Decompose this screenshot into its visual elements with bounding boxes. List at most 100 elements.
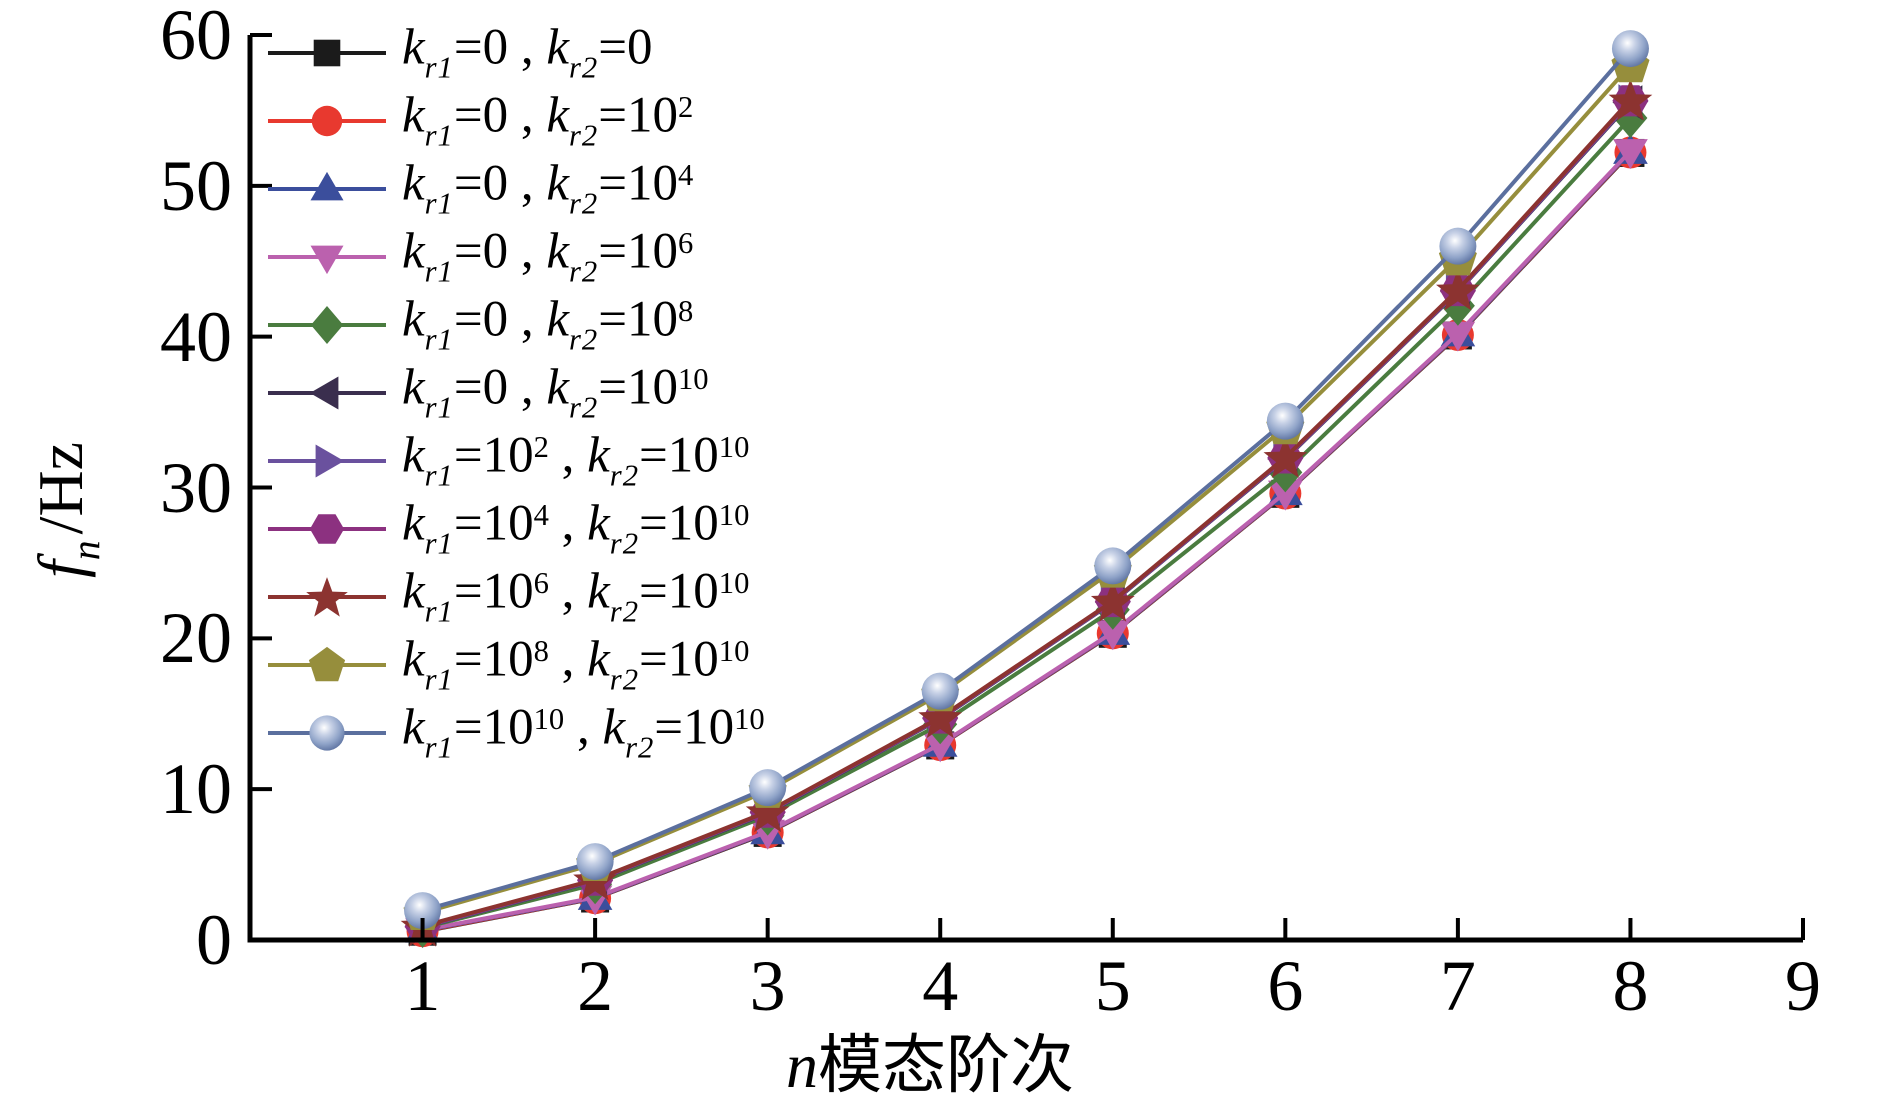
legend-label: kr1=104 , kr2=1010: [402, 481, 749, 577]
axis-layer: [247, 33, 1805, 943]
legend-marker-triangle-down: [268, 245, 386, 275]
marker-star: [745, 790, 790, 833]
legend-marker-star: [268, 577, 386, 617]
marker-sphere: [749, 769, 787, 807]
marker-star: [918, 696, 963, 739]
marker-sphere: [1094, 547, 1132, 585]
legend-label-part-var2: k: [587, 427, 610, 484]
legend-label-part-val2: 10: [626, 359, 678, 416]
legend-label: kr1=0 , kr2=104: [402, 141, 693, 237]
marker-triangle-down: [1095, 620, 1131, 651]
legend-label-part-val1: 10: [482, 495, 534, 552]
legend-label: kr1=0 , kr2=102: [402, 73, 693, 169]
legend-label-part-var1: k: [402, 359, 425, 416]
legend-item-0: kr1=0 , kr2=0: [266, 19, 765, 87]
legend-label-part-val1: 10: [482, 427, 534, 484]
marker-circle: [311, 105, 343, 137]
y-tick-label: 60: [160, 0, 232, 75]
legend-label-part-eq1: =: [453, 223, 483, 280]
legend-label-part-sub2: r2: [569, 186, 599, 221]
legend-label-part-val1: 10: [482, 631, 534, 688]
x-tick-label: 6: [1267, 946, 1304, 1026]
legend: kr1=0 , kr2=0 kr1=0 , kr2=102 kr1=0 , kr…: [266, 19, 765, 767]
legend-label-part-val2: 10: [626, 291, 678, 348]
legend-label-part-val1: 10: [482, 699, 534, 756]
x-axis-label-symbol: n: [786, 1030, 818, 1101]
legend-label-part-var2: k: [546, 87, 569, 144]
legend-label-part-sub2: r2: [625, 730, 655, 765]
legend-item-8: kr1=106 , kr2=1010: [266, 563, 765, 631]
legend-label-part-eq2: =: [639, 427, 668, 484]
legend-item-5: kr1=0 , kr2=1010: [266, 359, 765, 427]
legend-item-1: kr1=0 , kr2=102: [266, 87, 765, 155]
y-tick-label: 50: [160, 145, 232, 226]
legend-label-part-eq1: =: [453, 359, 483, 416]
series-line-9: [422, 63, 1632, 915]
legend-label-part-sub1: r1: [424, 50, 454, 85]
legend-marker-diamond: [268, 306, 386, 344]
legend-label-part-exp2: 10: [718, 565, 750, 600]
legend-label-part-comma: ,: [508, 223, 547, 280]
legend-label-part-var1: k: [402, 563, 425, 620]
marker-star: [1263, 436, 1308, 478]
legend-label-part-var1: k: [402, 631, 425, 688]
x-tick-label: 9: [1785, 946, 1821, 1026]
marker-sphere: [1266, 402, 1304, 440]
legend-label-part-var2: k: [546, 155, 569, 212]
legend-label-part-var2: k: [546, 359, 569, 416]
legend-label-part-val2: 10: [667, 631, 719, 688]
legend-label-part-eq1: =: [453, 699, 483, 756]
legend-label-part-comma: ,: [548, 563, 588, 620]
legend-marker-hexagon: [268, 514, 386, 544]
legend-label-part-var1: k: [402, 427, 425, 484]
y-axis-label-unit: /Hz: [25, 441, 96, 535]
marker-star: [1090, 580, 1135, 622]
y-tick-label: 30: [160, 447, 232, 528]
marker-triangle-down: [1613, 139, 1648, 170]
legend-label-part-var1: k: [402, 291, 425, 348]
legend-label-part-comma: ,: [508, 19, 547, 76]
legend-label-part-eq1: =: [453, 427, 483, 484]
legend-label-part-eq2: =: [654, 699, 684, 756]
legend-label-part-val1: 0: [482, 223, 509, 280]
legend-label-part-comma: ,: [548, 631, 588, 688]
legend-label-part-val2: 0: [626, 19, 653, 76]
legend-item-9: kr1=108 , kr2=1010: [266, 631, 765, 699]
y-tick-label: 40: [160, 296, 232, 377]
legend-label-part-sub2: r2: [569, 322, 599, 357]
legend-label-part-eq1: =: [453, 19, 483, 76]
legend-label-part-exp1: 6: [533, 565, 549, 600]
legend-label-part-comma: ,: [508, 359, 547, 416]
legend-label-part-sub2: r2: [609, 594, 639, 629]
marker-triangle-down: [310, 245, 344, 275]
legend-label-part-var1: k: [402, 155, 425, 212]
legend-label-part-var2: k: [587, 495, 610, 552]
legend-label-part-eq2: =: [598, 291, 627, 348]
legend-label-part-var2: k: [587, 563, 610, 620]
series-line-8: [422, 98, 1632, 928]
marker-triangle-down: [1440, 321, 1476, 352]
legend-label-part-sub2: r2: [569, 390, 599, 425]
marker-triangle-up: [310, 171, 344, 201]
marker-pentagon: [308, 646, 346, 682]
legend-label-part-sub1: r1: [424, 730, 454, 765]
legend-label-part-eq2: =: [598, 223, 627, 280]
legend-label-part-var1: k: [402, 699, 425, 756]
legend-marker-triangle-right: [268, 444, 386, 478]
legend-label-part-var1: k: [402, 87, 425, 144]
legend-marker-pentagon: [268, 646, 386, 682]
x-tick-label: 1: [404, 946, 441, 1026]
legend-label-part-sub1: r1: [424, 186, 454, 221]
legend-label-part-val2: 10: [626, 223, 678, 280]
legend-item-2: kr1=0 , kr2=104: [266, 155, 765, 223]
legend-label: kr1=0 , kr2=0: [402, 5, 652, 101]
marker-sphere: [576, 843, 614, 881]
legend-label-part-sub1: r1: [424, 662, 454, 697]
marker-triangle-left: [309, 376, 339, 410]
y-axis-label-subscript: n: [63, 540, 108, 561]
legend-label-part-exp1: 4: [533, 497, 549, 532]
legend-label-part-comma: ,: [508, 87, 547, 144]
legend-label-part-sub2: r2: [569, 50, 599, 85]
legend-label-part-sub1: r1: [424, 458, 454, 493]
